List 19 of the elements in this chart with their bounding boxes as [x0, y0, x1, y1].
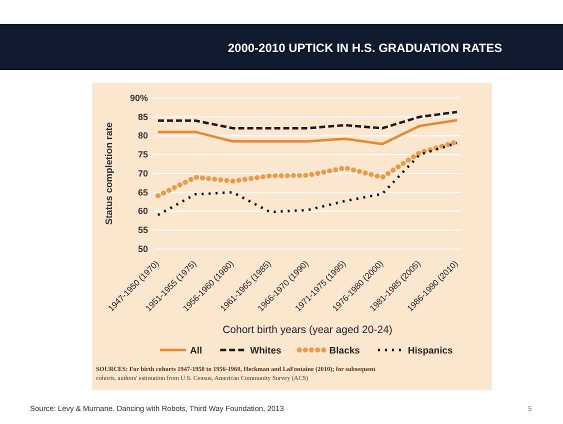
y-tick-label: 60 — [138, 206, 148, 216]
legend-label: All — [190, 346, 202, 356]
y-tick-label: 70 — [138, 168, 148, 178]
line-series — [156, 142, 458, 216]
y-axis-title: Status completion rate — [104, 122, 115, 225]
line-series — [156, 119, 458, 146]
y-tick-label: 85 — [138, 112, 148, 122]
y-tick-label: 65 — [138, 187, 148, 198]
y-tick-label: 55 — [138, 225, 148, 236]
legend-label: Hispanics — [408, 346, 453, 356]
y-tick-label: 75 — [138, 150, 148, 160]
y-tick-label: 90% — [130, 92, 148, 103]
line-series — [156, 110, 458, 130]
y-tick-label: 80 — [138, 130, 148, 141]
chart-title: 2000-2010 UPTICK IN H.S. GRADUATION RATES — [228, 41, 502, 55]
legend-label: Blacks — [329, 346, 360, 356]
x-axis-title: Cohort birth years (year aged 20-24) — [222, 324, 392, 336]
legend-label: Whites — [250, 346, 282, 356]
y-tick-label: 50 — [138, 244, 148, 254]
